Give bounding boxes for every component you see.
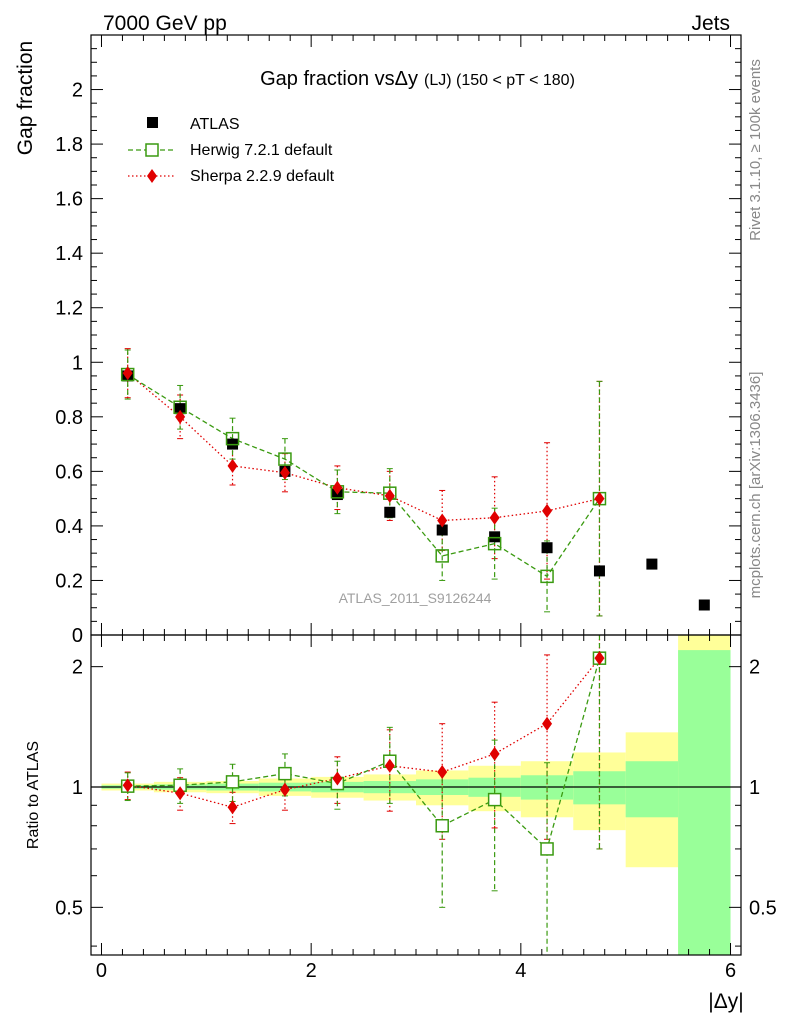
- rivet-label: Rivet 3.1.10, ≥ 100k events: [747, 59, 764, 241]
- ratio-inner-band: [625, 761, 679, 818]
- y-tick-label: 1.6: [55, 189, 83, 211]
- sherpa-point: [175, 409, 186, 424]
- sherpa-line: [127, 372, 600, 522]
- main-frame: [90, 34, 742, 636]
- atlas-point: [436, 524, 448, 536]
- sherpa-point: [122, 366, 133, 381]
- legend-atlas-label: ATLAS: [190, 116, 240, 133]
- ratio-tick-label-right: 0.5: [749, 897, 777, 919]
- sherpa-ratio-point: [437, 765, 448, 780]
- x-axis-label: |Δy|: [708, 990, 743, 1013]
- sherpa-ratio-line: [127, 657, 600, 808]
- sherpa-point: [279, 465, 290, 480]
- herwig-ratio-point: [540, 842, 554, 856]
- y-tick-label: 0.8: [55, 407, 83, 429]
- category-label: Jets: [691, 12, 730, 35]
- sherpa-point: [437, 513, 448, 528]
- ratio-uncertainty-bands: [101, 635, 731, 955]
- sherpa-point: [384, 488, 395, 503]
- ratio-tick-label-right: 1: [749, 777, 760, 799]
- axes: 0 2 4 6 0 0.2 0.4 0.6 0.8 1 1.2 1.4 1.6 1.8 2 0.5 0.5 1 1 2…: [55, 34, 777, 982]
- sherpa-ratio-point: [227, 800, 238, 815]
- sherpa-point: [489, 510, 500, 525]
- y-tick-label: 1.8: [55, 134, 83, 156]
- sherpa-point: [542, 503, 553, 518]
- y-tick-label: 0.2: [55, 570, 83, 592]
- legend-atlas-marker: [147, 117, 158, 128]
- sherpa-ratio-point: [122, 778, 133, 793]
- chart-title-suffix: (LJ) (150 < pT < 180): [424, 72, 575, 89]
- ratio-tick-label-right: 2: [749, 657, 760, 679]
- legend-sherpa-marker: [147, 169, 157, 183]
- sherpa-point: [594, 491, 605, 506]
- atlas-point: [541, 542, 553, 554]
- herwig-point: [278, 452, 292, 466]
- sherpa-ratio-point: [175, 786, 186, 801]
- herwig-point: [487, 536, 502, 551]
- chart-title: Gap fraction vsΔy: [260, 68, 418, 90]
- atlas-point: [698, 599, 710, 611]
- main-plot-data: [120, 348, 710, 617]
- atlas-point: [646, 558, 658, 570]
- analysis-tag: ATLAS_2011_S9126244: [339, 590, 492, 606]
- atlas-point: [384, 506, 396, 518]
- y-tick-label: 1.2: [55, 298, 83, 320]
- x-tick-label: 4: [515, 960, 526, 982]
- sherpa-ratio-point: [332, 771, 343, 786]
- y-tick-label: 0.6: [55, 461, 83, 483]
- sherpa-point: [332, 480, 343, 495]
- y-tick-label: 1: [72, 352, 83, 374]
- y-tick-label: 0: [72, 625, 83, 647]
- atlas-point: [174, 403, 186, 415]
- ratio-tick-label-left: 0.5: [55, 897, 83, 919]
- atlas-point: [593, 565, 605, 577]
- herwig-ratio-point: [278, 766, 292, 781]
- sherpa-ratio-point: [594, 651, 605, 666]
- ratio-tick-label-left: 1: [72, 777, 83, 799]
- herwig-ratio-line: [127, 658, 601, 851]
- sherpa-point: [227, 458, 238, 473]
- legend: ATLAS Herwig 7.2.1 default Sherpa 2.2.9 …: [128, 116, 335, 185]
- herwig-point: [225, 431, 240, 446]
- y-tick-label: 0.4: [55, 516, 83, 538]
- sherpa-ratio-point: [384, 758, 395, 773]
- herwig-line: [127, 373, 601, 578]
- mcplots-label: mcplots.cern.ch [arXiv:1306.3436]: [747, 372, 764, 599]
- herwig-point: [435, 549, 449, 563]
- ratio-tick-label-left: 2: [72, 657, 83, 679]
- x-tick-label: 2: [306, 960, 317, 982]
- herwig-ratio-point: [487, 792, 502, 807]
- y-tick-label: 1.4: [55, 243, 83, 265]
- sherpa-ratio-point: [489, 746, 500, 761]
- atlas-point: [489, 531, 501, 543]
- legend-herwig-marker: [145, 143, 159, 157]
- ratio-plot-data: [91, 634, 741, 956]
- y-axis-label: Gap fraction: [14, 41, 37, 155]
- herwig-ratio-point: [435, 818, 449, 833]
- herwig-ratio-point: [225, 775, 240, 789]
- sherpa-ratio-point: [279, 782, 290, 797]
- sherpa-ratio-point: [542, 716, 553, 731]
- x-tick-label: 0: [96, 960, 107, 982]
- legend-sherpa-label: Sherpa 2.2.9 default: [190, 168, 335, 185]
- y-tick-label: 2: [72, 80, 83, 102]
- herwig-point: [540, 569, 554, 584]
- energy-label: 7000 GeV pp: [103, 12, 227, 35]
- x-tick-label: 6: [725, 960, 736, 982]
- ratio-axis-label: Ratio to ATLAS: [25, 741, 42, 849]
- ratio-inner-band: [678, 650, 731, 955]
- legend-herwig-label: Herwig 7.2.1 default: [190, 142, 333, 159]
